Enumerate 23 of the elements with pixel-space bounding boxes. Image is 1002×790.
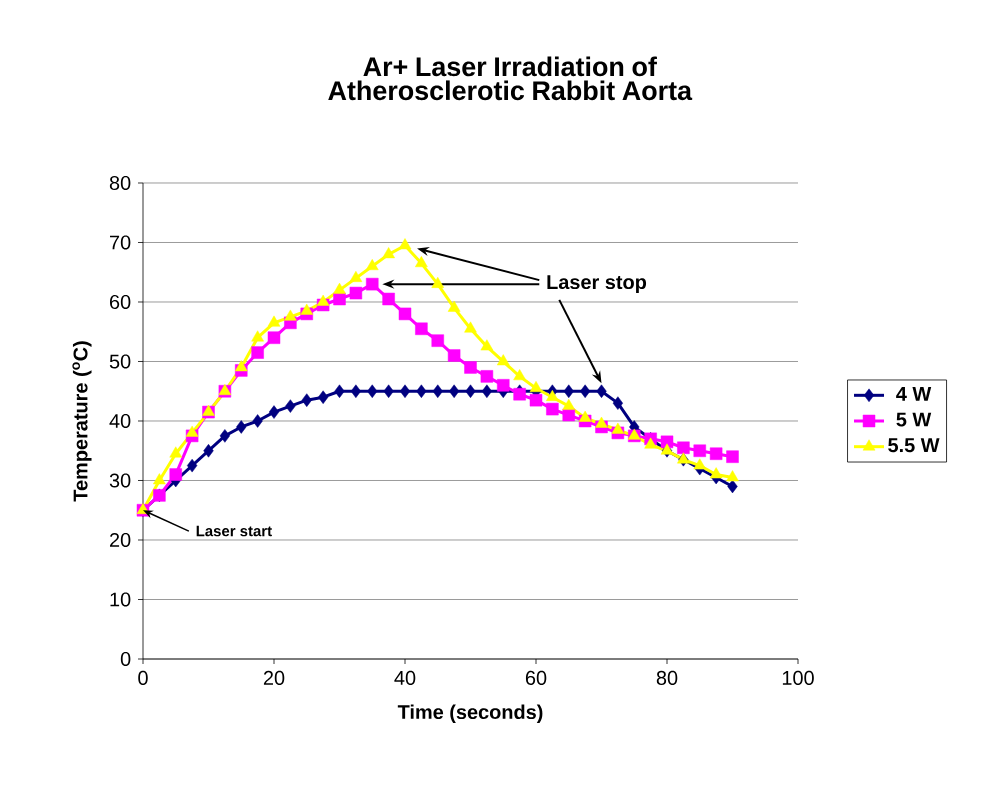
- y-tick-label: 60: [110, 294, 131, 310]
- y-tick-label: 0: [120, 651, 131, 667]
- y-axis-title: Temperature ($^{o}$C): [72, 341, 92, 502]
- x-tick-label: 40: [394, 670, 416, 685]
- y-tick-label: 50: [109, 354, 131, 369]
- annotation: Laser start: [196, 525, 272, 537]
- y-tick-label: 10: [110, 592, 131, 607]
- x-axis-title: Time (seconds): [397, 704, 543, 724]
- x-tick-label: 20: [263, 670, 285, 685]
- x-tick-label: 80: [656, 670, 678, 685]
- y-tick-label: 70: [110, 235, 131, 250]
- legend-label: 4 W: [896, 386, 932, 401]
- legend-label: 5 W: [896, 412, 932, 427]
- y-tick-label: 20: [110, 532, 131, 548]
- x-tick-label: 0: [138, 670, 148, 685]
- y-tick-label: 40: [109, 413, 131, 429]
- annotation: Laser stop: [547, 275, 647, 294]
- y-tick-label: 80: [109, 175, 131, 191]
- legend-label: 5.5 W: [888, 438, 940, 453]
- x-tick-label: 100: [782, 670, 814, 685]
- x-tick-label: 60: [525, 670, 547, 685]
- chart-title: Ar+ Laser Irradiation of Atherosclerotic Rabbit Aorta: [328, 56, 693, 101]
- y-tick-label: 30: [109, 473, 131, 488]
